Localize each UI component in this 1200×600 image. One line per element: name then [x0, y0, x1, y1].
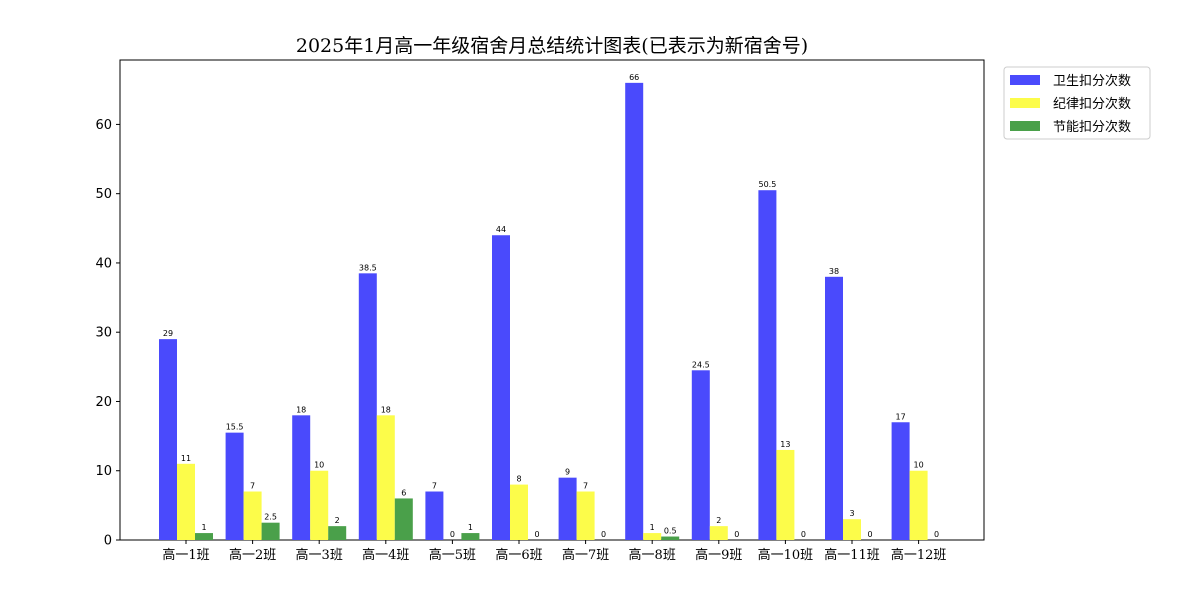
- bar-1-8: [625, 82, 644, 540]
- bar-value-label: 17: [896, 412, 906, 421]
- bar-value-label: 0.5: [664, 527, 677, 536]
- bar-1-12: [891, 422, 910, 540]
- plot-area: 010203040506029111高一1班15.572.5高一2班18102高…: [95, 59, 985, 563]
- x-tick-label: 高一2班: [229, 547, 276, 563]
- bar-2-11: [843, 519, 861, 540]
- x-tick-label: 高一5班: [429, 547, 476, 563]
- x-tick-label: 高一8班: [629, 547, 676, 563]
- bar-value-label: 13: [780, 440, 790, 449]
- bar-1-6: [492, 235, 510, 540]
- x-tick-label: 高一11班: [824, 547, 880, 563]
- bar-1-9: [691, 370, 710, 540]
- bar-value-label: 9: [565, 468, 570, 477]
- y-tick-label: 10: [95, 464, 112, 479]
- bar-value-label: 2: [716, 516, 721, 525]
- bar-value-label: 50.5: [758, 180, 776, 189]
- bar-2-4: [376, 415, 395, 540]
- bar-1-11: [825, 276, 843, 540]
- legend-label: 纪律扣分次数: [1053, 96, 1131, 112]
- bar-value-label: 0: [450, 530, 455, 539]
- legend-box: [1003, 66, 1151, 140]
- bar-1-4: [358, 273, 377, 540]
- bar-value-label: 0: [734, 530, 739, 539]
- bar-value-label: 0: [801, 530, 806, 539]
- bar-value-label: 10: [914, 461, 924, 470]
- bar-value-label: 18: [381, 405, 391, 414]
- bar-3-3: [328, 526, 347, 540]
- bar-value-label: 18: [296, 405, 306, 414]
- bar-1-7: [558, 477, 577, 540]
- y-tick-label: 30: [95, 326, 112, 341]
- chart-title: 2025年1月高一年级宿舍月总结统计图表(已表示为新宿舍号): [296, 35, 808, 57]
- bar-value-label: 29: [163, 329, 173, 338]
- y-tick-label: 0: [104, 534, 112, 549]
- bar-2-2: [243, 491, 262, 540]
- x-tick-label: 高一10班: [758, 547, 814, 563]
- x-tick-label: 高一7班: [562, 547, 609, 563]
- bar-2-6: [510, 484, 528, 540]
- bar-value-label: 0: [534, 530, 539, 539]
- bar-2-8: [643, 533, 662, 540]
- bar-value-label: 66: [629, 73, 639, 82]
- bar-2-7: [576, 491, 595, 540]
- bar-value-label: 10: [314, 461, 324, 470]
- x-tick-label: 高一6班: [495, 547, 542, 563]
- bar-value-label: 24.5: [692, 360, 710, 369]
- bar-2-1: [177, 463, 195, 540]
- bar-1-1: [159, 339, 177, 540]
- bar-value-label: 0: [934, 530, 939, 539]
- y-tick-label: 60: [95, 118, 112, 133]
- bar-3-1: [195, 533, 213, 540]
- x-tick-label: 高一1班: [162, 547, 209, 563]
- bar-value-label: 11: [181, 454, 191, 463]
- bar-1-5: [425, 491, 444, 540]
- legend-swatch: [1010, 75, 1040, 85]
- bar-value-label: 38: [829, 267, 839, 276]
- bar-3-8: [661, 536, 680, 540]
- x-tick-label: 高一9班: [695, 547, 742, 563]
- bar-value-label: 2: [335, 516, 340, 525]
- bar-3-5: [461, 533, 480, 540]
- legend-label: 节能扣分次数: [1053, 119, 1131, 135]
- bar-value-label: 7: [250, 482, 255, 491]
- bar-value-label: 0: [601, 530, 606, 539]
- bar-value-label: 7: [583, 482, 588, 491]
- bar-value-label: 6: [401, 488, 406, 497]
- bar-3-4: [394, 498, 413, 540]
- bar-value-label: 38.5: [359, 263, 377, 272]
- y-tick-label: 40: [95, 256, 112, 271]
- bar-value-label: 44: [496, 225, 506, 234]
- y-tick-label: 20: [95, 395, 112, 410]
- bar-3-2: [261, 522, 280, 540]
- bar-1-2: [225, 432, 244, 540]
- bar-2-10: [776, 449, 795, 540]
- legend-swatch: [1010, 121, 1040, 131]
- bar-2-3: [310, 470, 329, 540]
- bar-1-10: [758, 190, 777, 541]
- bar-1-3: [292, 415, 311, 540]
- axes-frame: [119, 59, 985, 541]
- bar-value-label: 7: [432, 482, 437, 491]
- bar-value-label: 8: [516, 475, 521, 484]
- bar-value-label: 1: [201, 523, 206, 532]
- bar-value-label: 0: [867, 530, 872, 539]
- bar-value-label: 1: [468, 523, 473, 532]
- bar-value-label: 1: [650, 523, 655, 532]
- x-tick-label: 高一12班: [891, 547, 947, 563]
- legend-swatch: [1010, 98, 1040, 108]
- bar-2-12: [909, 470, 928, 540]
- y-tick-label: 50: [95, 187, 112, 202]
- x-tick-label: 高一4班: [362, 547, 409, 563]
- bar-value-label: 15.5: [226, 423, 244, 432]
- bar-2-9: [709, 526, 728, 540]
- bar-value-label: 2.5: [264, 513, 277, 522]
- legend-label: 卫生扣分次数: [1053, 73, 1131, 89]
- bar-value-label: 3: [849, 509, 854, 518]
- x-tick-label: 高一3班: [296, 547, 343, 563]
